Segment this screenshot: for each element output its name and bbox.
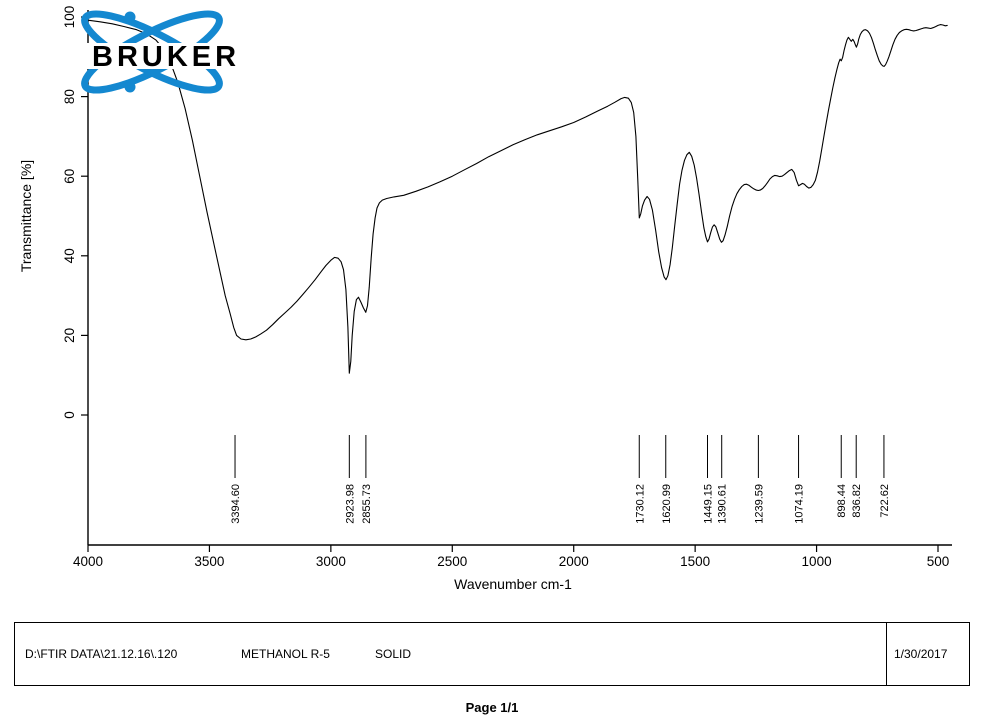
logo-wordmark: BRUKER	[92, 41, 240, 73]
peak-label: 2923.98	[344, 484, 356, 524]
sample-form: SOLID	[375, 647, 412, 661]
y-tick-label: 80	[62, 89, 77, 104]
y-tick-label: 40	[62, 248, 77, 263]
peak-label: 1620.99	[661, 484, 673, 524]
spectrum-curve	[87, 19, 948, 374]
x-tick-label: 3500	[194, 554, 224, 569]
peak-label: 1390.61	[717, 484, 729, 524]
peak-label: 1239.59	[753, 484, 765, 524]
sample-name: METHANOL R-5	[241, 647, 330, 661]
logo-electron-dot-icon	[124, 81, 136, 93]
peak-label: 1074.19	[794, 484, 806, 524]
x-tick-label: 1000	[802, 554, 832, 569]
y-tick-label: 0	[62, 411, 77, 419]
footer-divider	[886, 623, 887, 685]
x-tick-label: 2000	[559, 554, 589, 569]
peak-label: 2855.73	[361, 484, 373, 524]
x-tick-label: 500	[927, 554, 950, 569]
bruker-logo: BRUKER	[81, 10, 240, 94]
info-footer: D:\FTIR DATA\21.12.16\.120 METHANOL R-5 …	[14, 622, 970, 686]
page-number: Page 1/1	[465, 700, 519, 715]
peak-label: 1449.15	[702, 484, 714, 524]
ftir-spectrum-chart: 0 20 40 60 80 100 4000 3500 3000 2500 2000 1500 1000…	[18, 6, 952, 592]
y-axis-title: Transmittance [%]	[18, 160, 34, 272]
x-axis-title: Wavenumber cm-1	[454, 576, 572, 592]
y-tick-label: 60	[62, 169, 77, 184]
y-tick-label: 20	[62, 328, 77, 343]
peak-label: 1730.12	[634, 484, 646, 524]
x-tick-label: 2500	[437, 554, 467, 569]
logo-electron-dot-icon	[124, 11, 136, 23]
report-date: 1/30/2017	[894, 647, 948, 661]
x-tick-label: 1500	[680, 554, 710, 569]
peak-label: 898.44	[836, 484, 848, 518]
x-tick-label: 3000	[316, 554, 346, 569]
file-path: D:\FTIR DATA\21.12.16\.120	[25, 647, 178, 661]
peak-label: 722.62	[879, 484, 891, 518]
peak-label: 836.82	[851, 484, 863, 518]
logo-text-band	[86, 43, 238, 69]
y-tick-label: 100	[62, 6, 77, 29]
peak-label: 3394.60	[230, 484, 242, 524]
x-tick-label: 4000	[73, 554, 103, 569]
